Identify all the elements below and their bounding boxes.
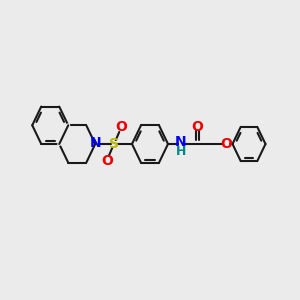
Text: S: S xyxy=(109,137,119,151)
Text: O: O xyxy=(220,137,232,151)
Text: O: O xyxy=(101,154,113,168)
Text: N: N xyxy=(89,136,101,150)
Text: N: N xyxy=(175,135,187,148)
Text: O: O xyxy=(191,120,203,134)
Text: O: O xyxy=(115,120,127,134)
Text: H: H xyxy=(176,145,186,158)
